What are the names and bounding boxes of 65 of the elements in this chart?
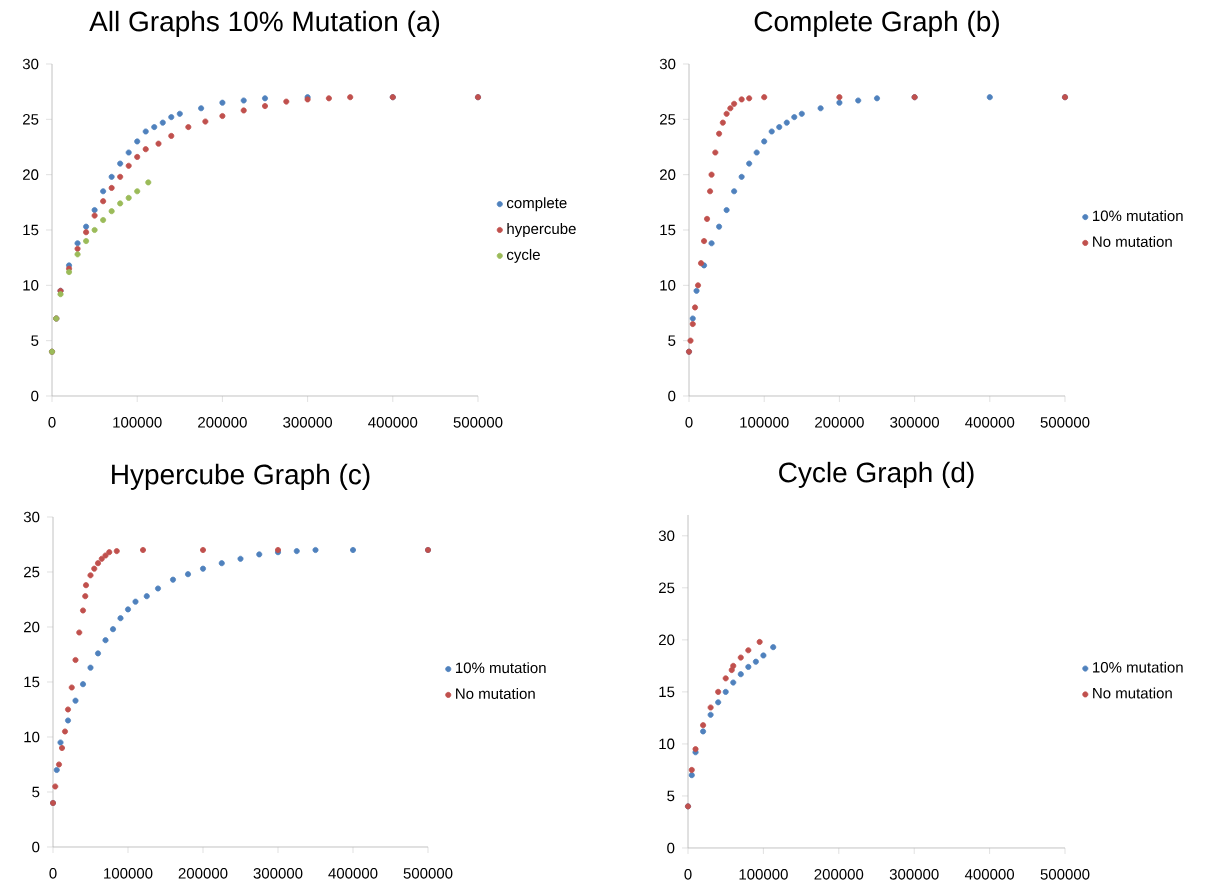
y-tick-label: 15 [660,224,676,236]
y-tick-label: 30 [658,530,675,542]
chart-title: All Graphs 10% Mutation (a) [89,10,440,37]
y-tick-label: 5 [667,790,675,802]
y-tick-label: 10 [660,280,676,291]
legend-label: cycle [507,248,540,263]
x-tick-label: 200000 [178,868,228,879]
x-tick-label: 200000 [815,417,864,428]
x-tick-label: 100000 [740,417,789,428]
x-tick-label: 100000 [739,869,788,880]
y-tick-label: 25 [659,582,675,594]
x-tick-label: 300000 [253,868,303,879]
x-tick-label: 200000 [198,417,247,428]
x-tick-label: 400000 [328,868,378,879]
y-tick-label: 15 [23,224,39,236]
x-tick-label: 400000 [965,417,1015,428]
y-tick-label: 0 [668,390,676,402]
y-tick-label: 30 [22,58,39,70]
x-tick-label: 500000 [1040,869,1090,880]
y-tick-label: 15 [659,686,675,698]
legend-label: No mutation [1093,236,1172,248]
y-tick-label: 25 [24,566,40,578]
x-tick-label: 0 [684,869,692,880]
y-tick-label: 30 [659,58,676,70]
y-tick-label: 0 [32,841,40,853]
y-tick-label: 10 [23,280,39,291]
x-tick-label: 100000 [113,417,162,428]
y-tick-label: 0 [667,842,675,854]
y-tick-label: 5 [31,335,39,346]
legend-label: 10% mutation [1093,210,1183,222]
x-tick-label: 500000 [1040,417,1090,428]
x-tick-label: 400000 [368,417,418,428]
chart-title: Cycle Graph (d) [779,461,974,488]
x-tick-label: 300000 [889,869,939,880]
y-tick-label: 20 [23,169,39,180]
y-tick-label: 20 [659,634,675,646]
legend-label: No mutation [1093,687,1172,699]
chart-title: Complete Graph (b) [754,10,999,37]
legend-label: No mutation [456,688,535,700]
legend-label: hypercube [507,223,576,238]
x-tick-label: 300000 [283,417,333,428]
y-tick-label: 25 [23,114,39,125]
chart-title: Hypercube Graph (c) [112,463,370,490]
legend-label: 10% mutation [1093,661,1183,673]
y-tick-label: 5 [32,786,40,798]
x-tick-label: 0 [49,868,57,879]
y-tick-label: 15 [24,676,40,688]
y-tick-label: 0 [31,390,39,402]
y-tick-label: 25 [660,114,676,125]
y-tick-label: 10 [659,738,675,750]
x-tick-label: 500000 [403,868,453,879]
y-tick-label: 20 [24,621,40,633]
x-tick-label: 100000 [104,868,153,879]
x-tick-label: 200000 [814,869,864,880]
x-tick-label: 400000 [964,869,1015,880]
x-tick-label: 0 [685,417,693,428]
legend-label: 10% mutation [455,662,546,674]
x-tick-label: 0 [48,417,56,428]
y-tick-label: 5 [668,335,676,346]
x-tick-label: 300000 [890,417,940,428]
x-tick-label: 500000 [453,417,503,428]
y-tick-label: 30 [23,511,40,523]
y-tick-label: 20 [660,169,676,180]
y-tick-label: 10 [24,731,40,743]
legend-label: complete [507,197,567,212]
